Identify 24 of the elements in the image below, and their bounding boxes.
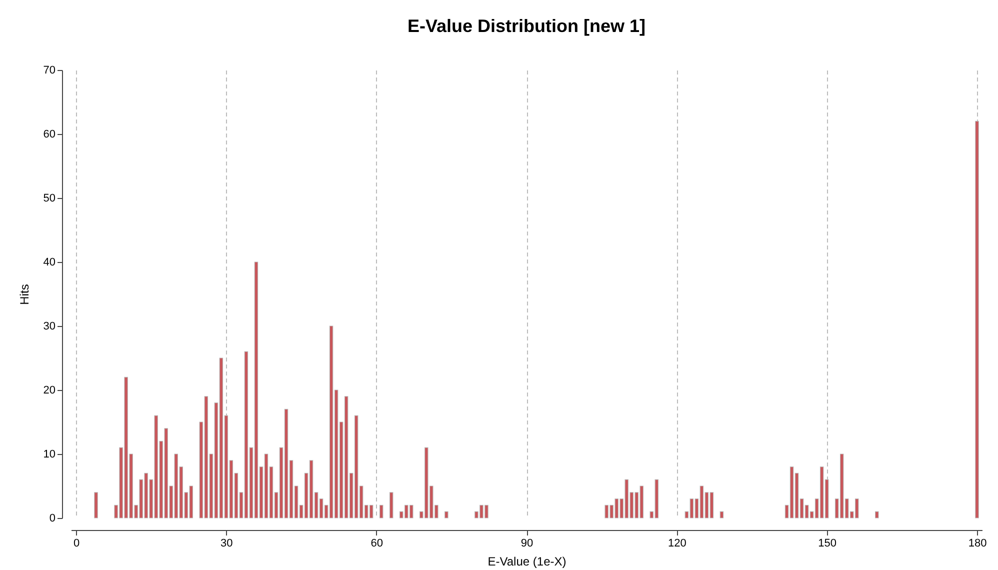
bar [444, 511, 448, 518]
bar [94, 492, 98, 518]
y-tick-label: 30 [43, 320, 56, 332]
x-tick-label: 150 [818, 538, 837, 550]
x-tick-label: 90 [520, 538, 534, 550]
y-tick-label: 20 [43, 384, 56, 396]
x-tick-label: 30 [220, 538, 233, 550]
y-tick-label: 70 [43, 64, 56, 76]
x-tick-label: 0 [73, 538, 80, 550]
y-tick-label: 0 [49, 512, 56, 524]
bar [379, 504, 384, 518]
x-tick-label: 120 [668, 538, 686, 550]
x-tick-label: 60 [370, 538, 383, 550]
y-tick-label: 60 [43, 128, 56, 140]
x-axis-title: E-Value (1e-X) [488, 554, 566, 568]
y-tick-label: 40 [43, 256, 56, 268]
x-tick-label: 180 [968, 538, 987, 550]
bar [720, 511, 724, 518]
chart-title: E-Value Distribution [new 1] [407, 16, 646, 36]
bar [389, 492, 394, 518]
y-tick-label: 50 [43, 192, 56, 204]
y-tick-label: 10 [43, 448, 56, 460]
y-axis-title: Hits [17, 284, 32, 305]
bar [874, 511, 879, 518]
